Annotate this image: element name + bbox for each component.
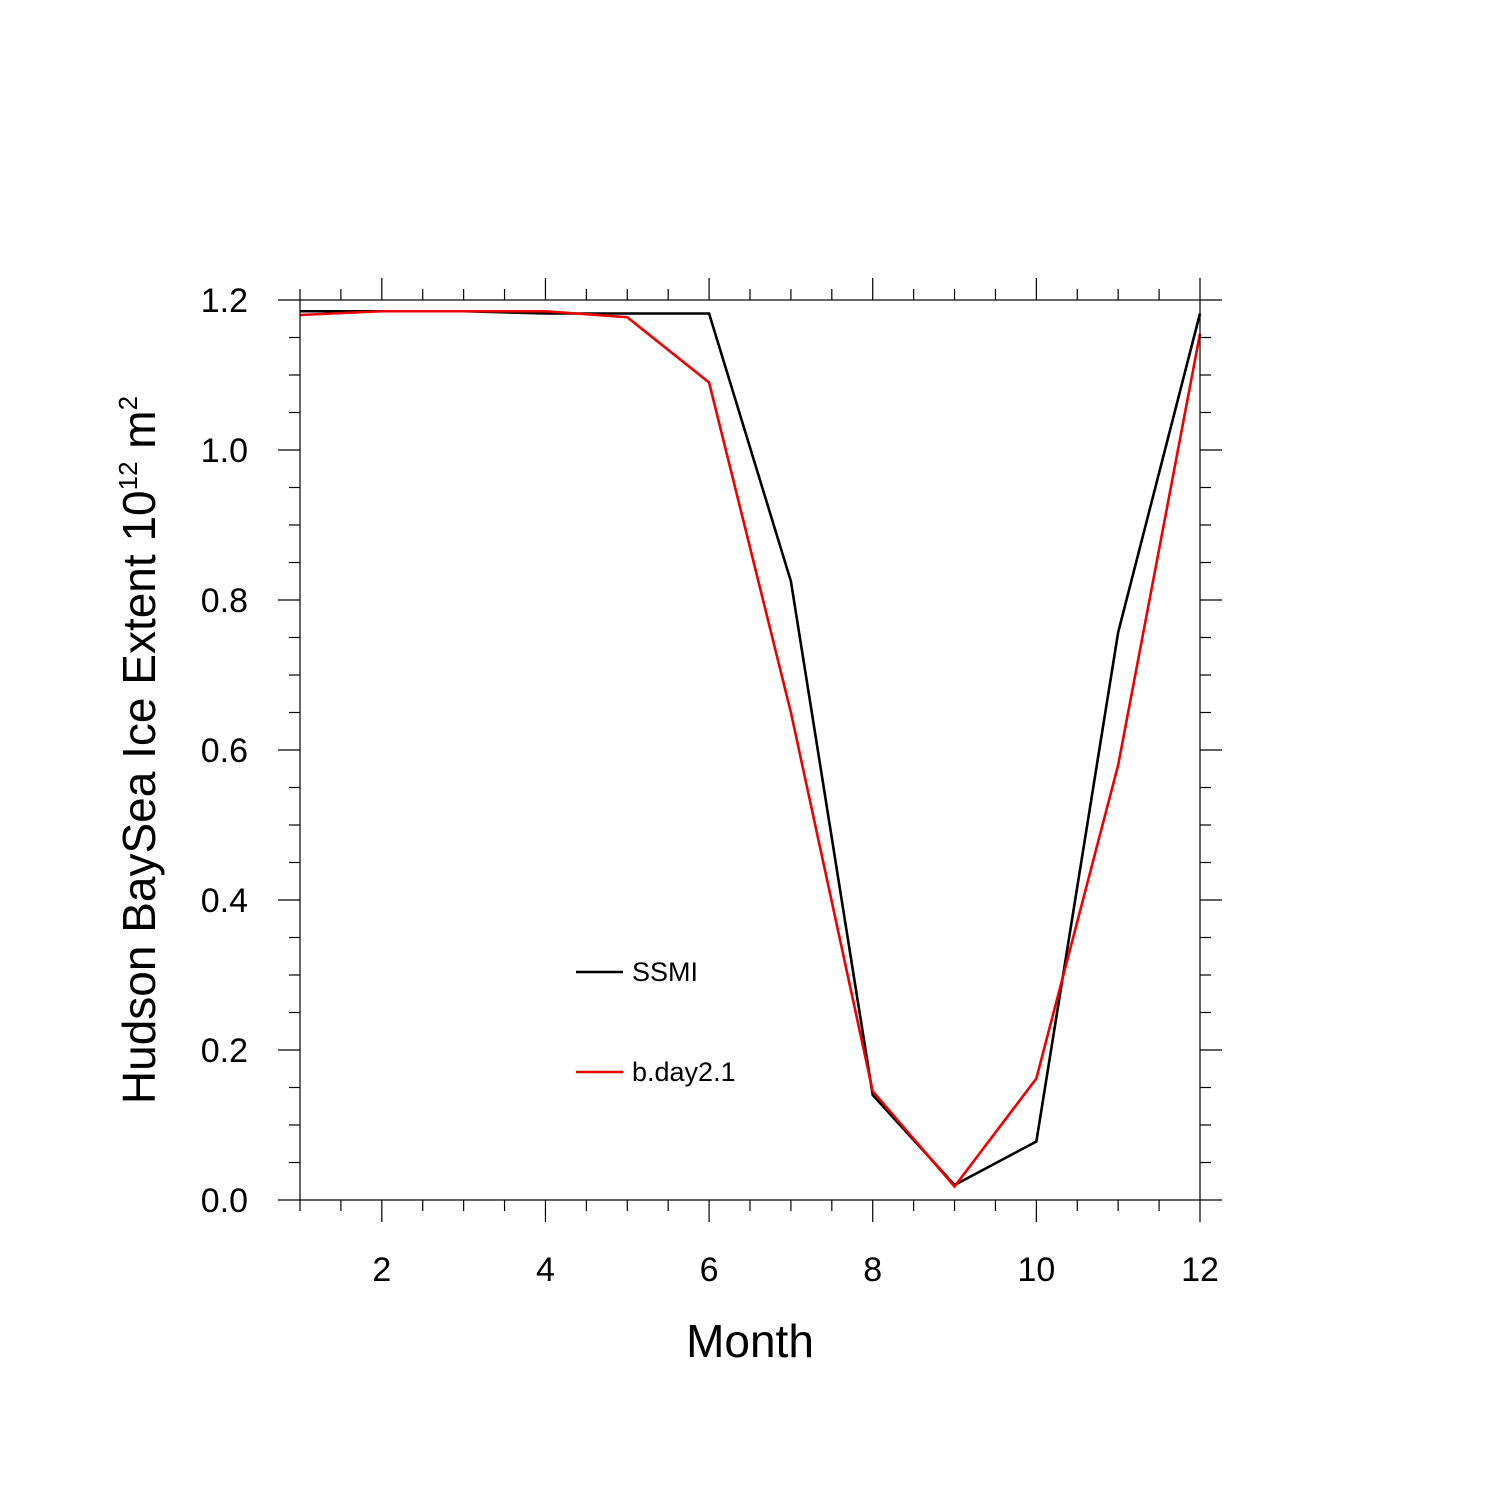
x-tick-label: 4	[536, 1251, 555, 1289]
x-tick-label: 2	[372, 1251, 391, 1289]
legend-label-b-day2-1: b.day2.1	[632, 1057, 736, 1087]
plot-frame	[299, 299, 1201, 1201]
major-ticks	[278, 278, 1222, 1222]
y-axis-title: Hudson BaySea Ice Extent 1012 m2	[113, 396, 165, 1104]
y-tick-labels: 0.0 0.2 0.4 0.6 0.8 1.0 1.2	[201, 282, 248, 1220]
series-lines	[299, 309, 1202, 1189]
y-axis-title-prefix: Hudson BaySea Ice Extent 10	[113, 490, 165, 1104]
x-tick-label: 8	[863, 1251, 882, 1289]
y-tick-label: 1.2	[201, 282, 248, 320]
x-tick-label: 6	[700, 1251, 719, 1289]
y-tick-label: 0.0	[201, 1182, 248, 1220]
series-line-b-day2-1	[299, 309, 1202, 1189]
y-tick-label: 0.2	[201, 1032, 248, 1070]
y-tick-label: 1.0	[201, 432, 248, 470]
y-tick-label: 0.6	[201, 732, 248, 770]
x-tick-labels: 2 4 6 8 10 12	[372, 1251, 1219, 1289]
x-tick-label: 10	[1017, 1251, 1055, 1289]
y-axis-title-exponent: 12	[113, 461, 143, 490]
x-axis-title: Month	[686, 1315, 814, 1367]
y-axis-title-unit: m	[113, 410, 165, 461]
minor-ticks	[289, 289, 1211, 1211]
y-axis-title-unit-exponent: 2	[113, 396, 143, 410]
y-tick-label: 0.4	[201, 882, 248, 920]
legend: SSMI b.day2.1	[576, 957, 736, 1087]
legend-label-ssmi: SSMI	[632, 957, 698, 987]
series-line-ssmi	[300, 309, 1202, 1187]
y-tick-label: 0.8	[201, 582, 248, 620]
x-tick-label: 12	[1181, 1251, 1219, 1289]
